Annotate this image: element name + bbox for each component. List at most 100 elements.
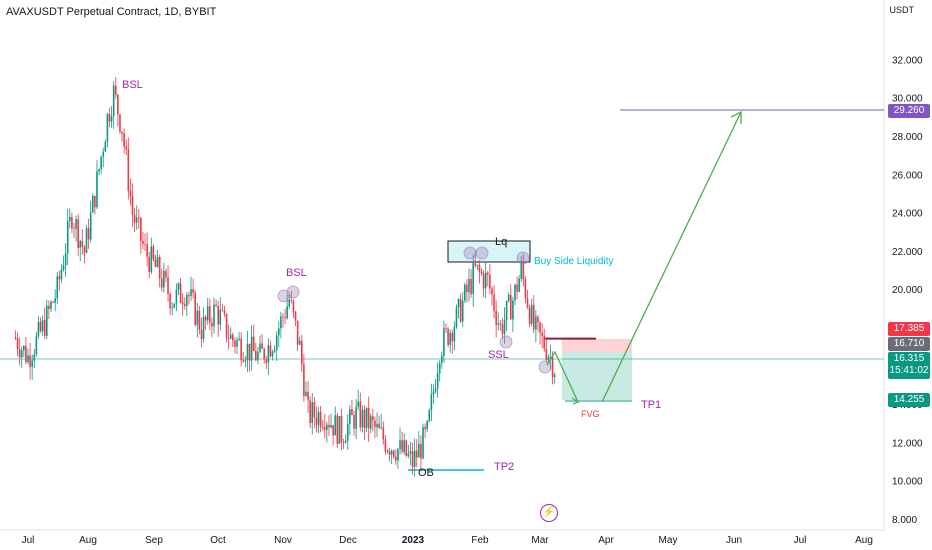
candle-body	[401, 440, 403, 452]
marker-circle	[516, 251, 530, 265]
liquidity-markers	[277, 246, 552, 374]
candle-body	[415, 450, 418, 458]
candle-body	[432, 391, 435, 395]
candle-body	[18, 349, 21, 358]
candle-body	[121, 131, 123, 134]
candle-body	[290, 299, 293, 301]
candle-body	[526, 298, 529, 308]
candle-body	[79, 240, 82, 248]
candle-body	[438, 362, 441, 374]
price-tag: 14.255	[888, 393, 930, 407]
candle-body	[539, 322, 541, 333]
candle-body	[378, 423, 380, 429]
candle-body	[288, 299, 291, 307]
candle-body	[179, 283, 182, 303]
price-axis[interactable]: 32.000 30.000 28.000 26.000 24.000 22.000 20.0…	[892, 55, 923, 526]
candle-body	[236, 340, 238, 347]
candle-body	[409, 451, 412, 454]
candle-body	[351, 409, 353, 416]
candle-body	[190, 289, 192, 296]
candle-body	[75, 219, 77, 229]
candle-body	[244, 360, 247, 362]
time-axis[interactable]: Jul Aug Sep Oct Nov Dec 2023 Feb Mar Apr May Jun Jul…	[22, 535, 873, 546]
candle-body	[221, 309, 224, 311]
candle-body	[298, 340, 301, 345]
candle-body	[181, 302, 184, 305]
time-tick-label: Aug	[855, 535, 873, 546]
candle-body	[422, 427, 424, 459]
down-move-arrow	[546, 350, 579, 403]
candle-body	[315, 417, 318, 425]
annotation-ob: OB	[418, 467, 434, 479]
candle-body	[520, 262, 523, 279]
candle-body	[169, 294, 171, 309]
candle-body	[257, 351, 259, 361]
candle-body	[530, 304, 533, 324]
price-tag-countdown: 15:41:02	[889, 365, 929, 376]
candle-body	[280, 316, 282, 329]
candle-body	[397, 449, 399, 461]
candle-body	[418, 443, 420, 458]
candle-body	[532, 304, 535, 330]
candle-body	[430, 394, 433, 411]
candle-body	[372, 416, 374, 421]
candle-body	[227, 337, 230, 339]
candle-body	[303, 364, 305, 396]
candle-body	[395, 456, 397, 461]
price-tick-label: 10.000	[892, 477, 923, 488]
stop-loss-zone[interactable]	[562, 339, 632, 352]
candle-body	[503, 319, 506, 334]
candle-body	[307, 391, 309, 401]
candle-body	[495, 310, 497, 325]
price-tag-value: 14.255	[893, 394, 925, 405]
candle-body	[20, 350, 23, 358]
price-tag: 16.315 15:41:02	[888, 352, 930, 379]
candle-body	[23, 346, 25, 351]
time-tick-label: Oct	[210, 535, 226, 546]
candle-body	[104, 141, 107, 152]
candle-body	[407, 453, 410, 456]
candle-body	[158, 256, 161, 279]
candle-body	[198, 310, 201, 330]
candle-body	[50, 301, 52, 309]
candle-body	[292, 300, 295, 312]
candle-body	[449, 332, 451, 345]
candle-body	[192, 289, 194, 293]
annotation-bsl-2: BSL	[286, 267, 307, 279]
price-tag: 29.260	[888, 104, 930, 118]
candle-body	[342, 442, 345, 443]
take-profit-zone[interactable]	[562, 352, 632, 400]
candle-body	[493, 294, 495, 311]
candle-body	[225, 313, 228, 338]
candle-body	[369, 416, 372, 429]
candle-body	[516, 284, 518, 292]
candle-body	[269, 345, 272, 357]
candle-body	[73, 228, 75, 229]
candle-body	[69, 216, 71, 222]
candle-body	[87, 228, 90, 240]
candle-body	[376, 423, 378, 428]
candle-body	[296, 320, 299, 345]
lightning-icon[interactable]: ⚡	[540, 504, 558, 522]
candle-body	[499, 323, 502, 325]
candle-body	[399, 440, 401, 450]
price-tick-label: 22.000	[892, 247, 923, 258]
candle-body	[234, 340, 236, 347]
candle-body	[112, 85, 115, 117]
candle-body	[110, 116, 113, 122]
candle-body	[25, 346, 27, 363]
candle-body	[489, 274, 491, 289]
candle-body	[317, 411, 320, 425]
price-tick-label: 8.000	[892, 515, 917, 526]
candle-body	[246, 343, 249, 361]
liquidity-zone-box[interactable]	[447, 240, 531, 263]
candle-body	[27, 355, 29, 363]
projection-path[interactable]	[546, 110, 742, 405]
annotation-tp1: TP1	[641, 399, 661, 411]
candle-body	[196, 310, 199, 325]
candle-body	[330, 425, 332, 428]
price-tag: 17.385	[888, 322, 930, 336]
candle-body	[455, 307, 458, 327]
candle-body	[374, 420, 376, 428]
